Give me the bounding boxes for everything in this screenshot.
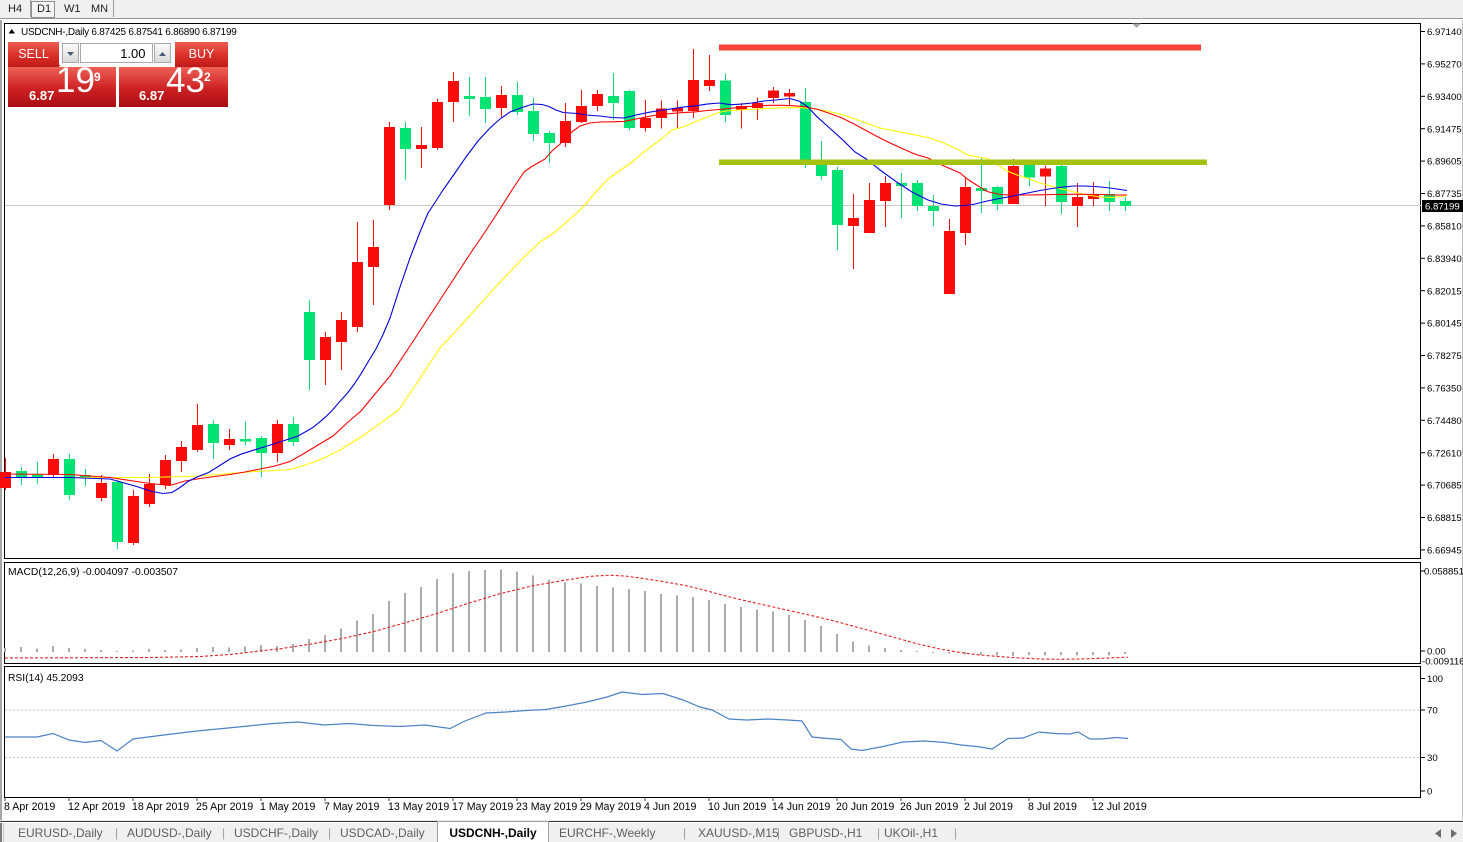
- svg-text:8 Jul 2019: 8 Jul 2019: [1028, 801, 1077, 813]
- svg-text:12 Apr 2019: 12 Apr 2019: [68, 801, 125, 813]
- svg-text:6.82015: 6.82015: [1427, 286, 1462, 297]
- svg-text:6.76350: 6.76350: [1427, 384, 1462, 395]
- svg-text:10 Jun 2019: 10 Jun 2019: [708, 801, 766, 813]
- svg-text:29 May 2019: 29 May 2019: [580, 801, 641, 813]
- svg-text:0.00: 0.00: [1427, 647, 1446, 658]
- svg-text:30: 30: [1427, 753, 1438, 764]
- svg-text:6.91475: 6.91475: [1427, 124, 1462, 135]
- svg-text:18 Apr 2019: 18 Apr 2019: [132, 801, 189, 813]
- svg-text:1 May 2019: 1 May 2019: [260, 801, 315, 813]
- svg-text:6.93400: 6.93400: [1427, 92, 1462, 103]
- svg-text:17 May 2019: 17 May 2019: [452, 801, 513, 813]
- svg-text:0: 0: [1427, 787, 1432, 798]
- svg-text:6.87199: 6.87199: [1425, 202, 1460, 213]
- svg-text:6.68815: 6.68815: [1427, 513, 1462, 524]
- svg-text:13 May 2019: 13 May 2019: [388, 801, 449, 813]
- svg-text:7 May 2019: 7 May 2019: [324, 801, 379, 813]
- svg-text:6.89605: 6.89605: [1427, 157, 1462, 168]
- svg-text:6.78275: 6.78275: [1427, 351, 1462, 362]
- svg-text:0.058851: 0.058851: [1424, 567, 1463, 578]
- svg-text:23 May 2019: 23 May 2019: [516, 801, 577, 813]
- svg-text:6.70685: 6.70685: [1427, 481, 1462, 492]
- svg-text:14 Jun 2019: 14 Jun 2019: [772, 801, 830, 813]
- svg-text:6.80145: 6.80145: [1427, 319, 1462, 330]
- svg-text:20 Jun 2019: 20 Jun 2019: [836, 801, 894, 813]
- svg-text:4 Jun 2019: 4 Jun 2019: [644, 801, 697, 813]
- svg-text:6.95270: 6.95270: [1427, 60, 1462, 71]
- svg-text:6.72610: 6.72610: [1427, 448, 1462, 459]
- svg-text:26 Jun 2019: 26 Jun 2019: [900, 801, 958, 813]
- svg-text:25 Apr 2019: 25 Apr 2019: [196, 801, 253, 813]
- svg-text:2 Jul 2019: 2 Jul 2019: [964, 801, 1013, 813]
- svg-text:6.66945: 6.66945: [1427, 546, 1462, 557]
- svg-text:100: 100: [1427, 674, 1443, 685]
- svg-text:8 Apr 2019: 8 Apr 2019: [4, 801, 55, 813]
- svg-text:RSI(14) 45.2093: RSI(14) 45.2093: [8, 673, 84, 684]
- svg-text:-0.009116: -0.009116: [1422, 657, 1463, 668]
- svg-text:6.83940: 6.83940: [1427, 254, 1462, 265]
- svg-text:USDCNH-,Daily 6.87425 6.87541: USDCNH-,Daily 6.87425 6.87541 6.86890 6.…: [21, 27, 237, 38]
- svg-text:6.85810: 6.85810: [1427, 222, 1462, 233]
- svg-text:MACD(12,26,9) -0.004097 -0.003: MACD(12,26,9) -0.004097 -0.003507: [8, 567, 178, 578]
- svg-text:6.97140: 6.97140: [1427, 27, 1462, 38]
- svg-text:12 Jul 2019: 12 Jul 2019: [1092, 801, 1147, 813]
- svg-text:70: 70: [1427, 706, 1438, 717]
- svg-text:6.87735: 6.87735: [1427, 189, 1462, 200]
- svg-text:6.74480: 6.74480: [1427, 416, 1462, 427]
